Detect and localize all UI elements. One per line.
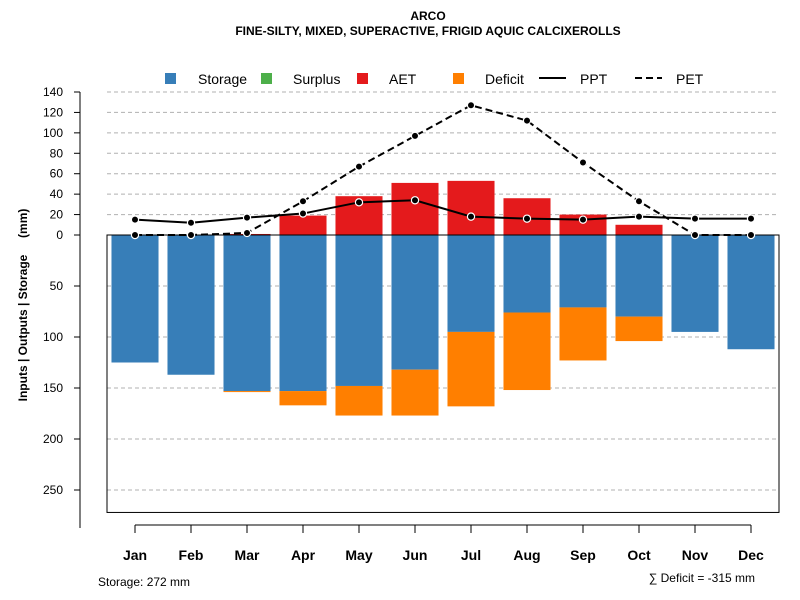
pet-point [522, 116, 532, 125]
deficit-bar [279, 391, 327, 406]
deficit-bar [503, 312, 551, 391]
legend-label-deficit: Deficit [485, 71, 524, 87]
pet-point [354, 162, 364, 171]
legend-swatch-aet [357, 73, 368, 84]
y-tick-label: 150 [43, 381, 63, 395]
storage-bar [167, 235, 215, 375]
aet-bar [447, 180, 495, 235]
pet-point [186, 230, 196, 240]
ppt-point [354, 198, 364, 207]
y-tick-label: 100 [43, 126, 63, 140]
x-tick-label-nov: Nov [682, 547, 709, 563]
ppt-point [242, 213, 252, 222]
pet-point [298, 197, 308, 206]
x-tick-label-apr: Apr [291, 547, 316, 563]
x-tick-label-mar: Mar [235, 547, 260, 563]
y-tick-label: 50 [50, 279, 64, 293]
aet-bar [391, 182, 439, 235]
y-tick-label: 200 [43, 432, 63, 446]
pet-line [135, 104, 751, 236]
legend-label-ppt: PPT [580, 71, 608, 87]
storage-bar [447, 235, 495, 332]
aet-bar [615, 224, 663, 235]
pet-point [130, 230, 140, 240]
ppt-point [130, 215, 140, 224]
x-tick-label-jun: Jun [403, 547, 428, 563]
aet-bar [279, 215, 327, 235]
legend: Storage Surplus AET Deficit PPT PET [165, 71, 704, 87]
y-tick-label: 120 [43, 105, 63, 119]
ppt-line [134, 199, 751, 224]
storage-bar [503, 235, 551, 313]
legend-label-pet: PET [676, 71, 704, 87]
legend-label-storage: Storage [198, 71, 247, 87]
ppt-point [634, 212, 644, 221]
ppt-point [466, 212, 476, 221]
ppt-point [522, 214, 532, 223]
storage-bar [279, 235, 327, 392]
pet-point [746, 230, 756, 240]
deficit-bar [223, 391, 271, 393]
pet-point [690, 230, 700, 240]
deficit-bar [559, 307, 607, 361]
y-tick-label: 100 [43, 330, 63, 344]
ppt-point [578, 215, 588, 224]
deficit-bar [615, 316, 663, 342]
legend-swatch-storage [165, 73, 176, 84]
legend-label-surplus: Surplus [293, 71, 340, 87]
storage-bar [727, 235, 775, 350]
ppt-point [186, 218, 196, 227]
x-tick-label-may: May [345, 547, 372, 563]
pet-point [410, 131, 420, 141]
storage-bar [111, 235, 159, 363]
x-tick-label-feb: Feb [179, 547, 204, 563]
y-tick-label: 80 [50, 146, 64, 160]
x-tick-label-dec: Dec [738, 547, 764, 563]
storage-bar [615, 235, 663, 317]
chart-subtitle: FINE-SILTY, MIXED, SUPERACTIVE, FRIGID A… [235, 24, 620, 38]
storage-bar [335, 235, 383, 386]
chart-title: ARCO [410, 9, 445, 23]
storage-bar [671, 235, 719, 332]
x-tick-label-jul: Jul [461, 547, 481, 563]
deficit-footnote: ∑ Deficit = -315 mm [649, 571, 755, 585]
pet-point [466, 101, 476, 110]
pet-point [242, 228, 252, 238]
storage-bar [223, 235, 271, 392]
y-tick-label: 140 [43, 85, 63, 99]
y-tick-label: 20 [50, 208, 64, 222]
ppt-point [690, 214, 700, 223]
x-tick-label-aug: Aug [513, 547, 540, 563]
storage-bar [391, 235, 439, 370]
legend-swatch-surplus [261, 73, 272, 84]
legend-label-aet: AET [389, 71, 417, 87]
deficit-bar [447, 331, 495, 407]
legend-swatch-deficit [453, 73, 464, 84]
y-tick-label: 40 [50, 187, 64, 201]
x-tick-label-oct: Oct [627, 547, 651, 563]
ppt-point [298, 209, 308, 218]
deficit-bar [391, 369, 439, 416]
storage-bar [559, 235, 607, 308]
x-tick-label-sep: Sep [570, 547, 596, 563]
ppt-point [746, 214, 756, 223]
deficit-bar [335, 385, 383, 416]
pet-point [634, 197, 644, 206]
y-tick-label: 250 [43, 483, 63, 497]
ppt-point [410, 196, 420, 205]
y-tick-label: 0 [56, 228, 63, 242]
storage-footnote: Storage: 272 mm [98, 575, 190, 589]
x-tick-label-jan: Jan [123, 547, 147, 563]
pet-point [578, 158, 588, 167]
y-axis-label: Inputs | Outputs | Storage (mm) [16, 209, 30, 402]
y-tick-label: 60 [50, 167, 64, 181]
